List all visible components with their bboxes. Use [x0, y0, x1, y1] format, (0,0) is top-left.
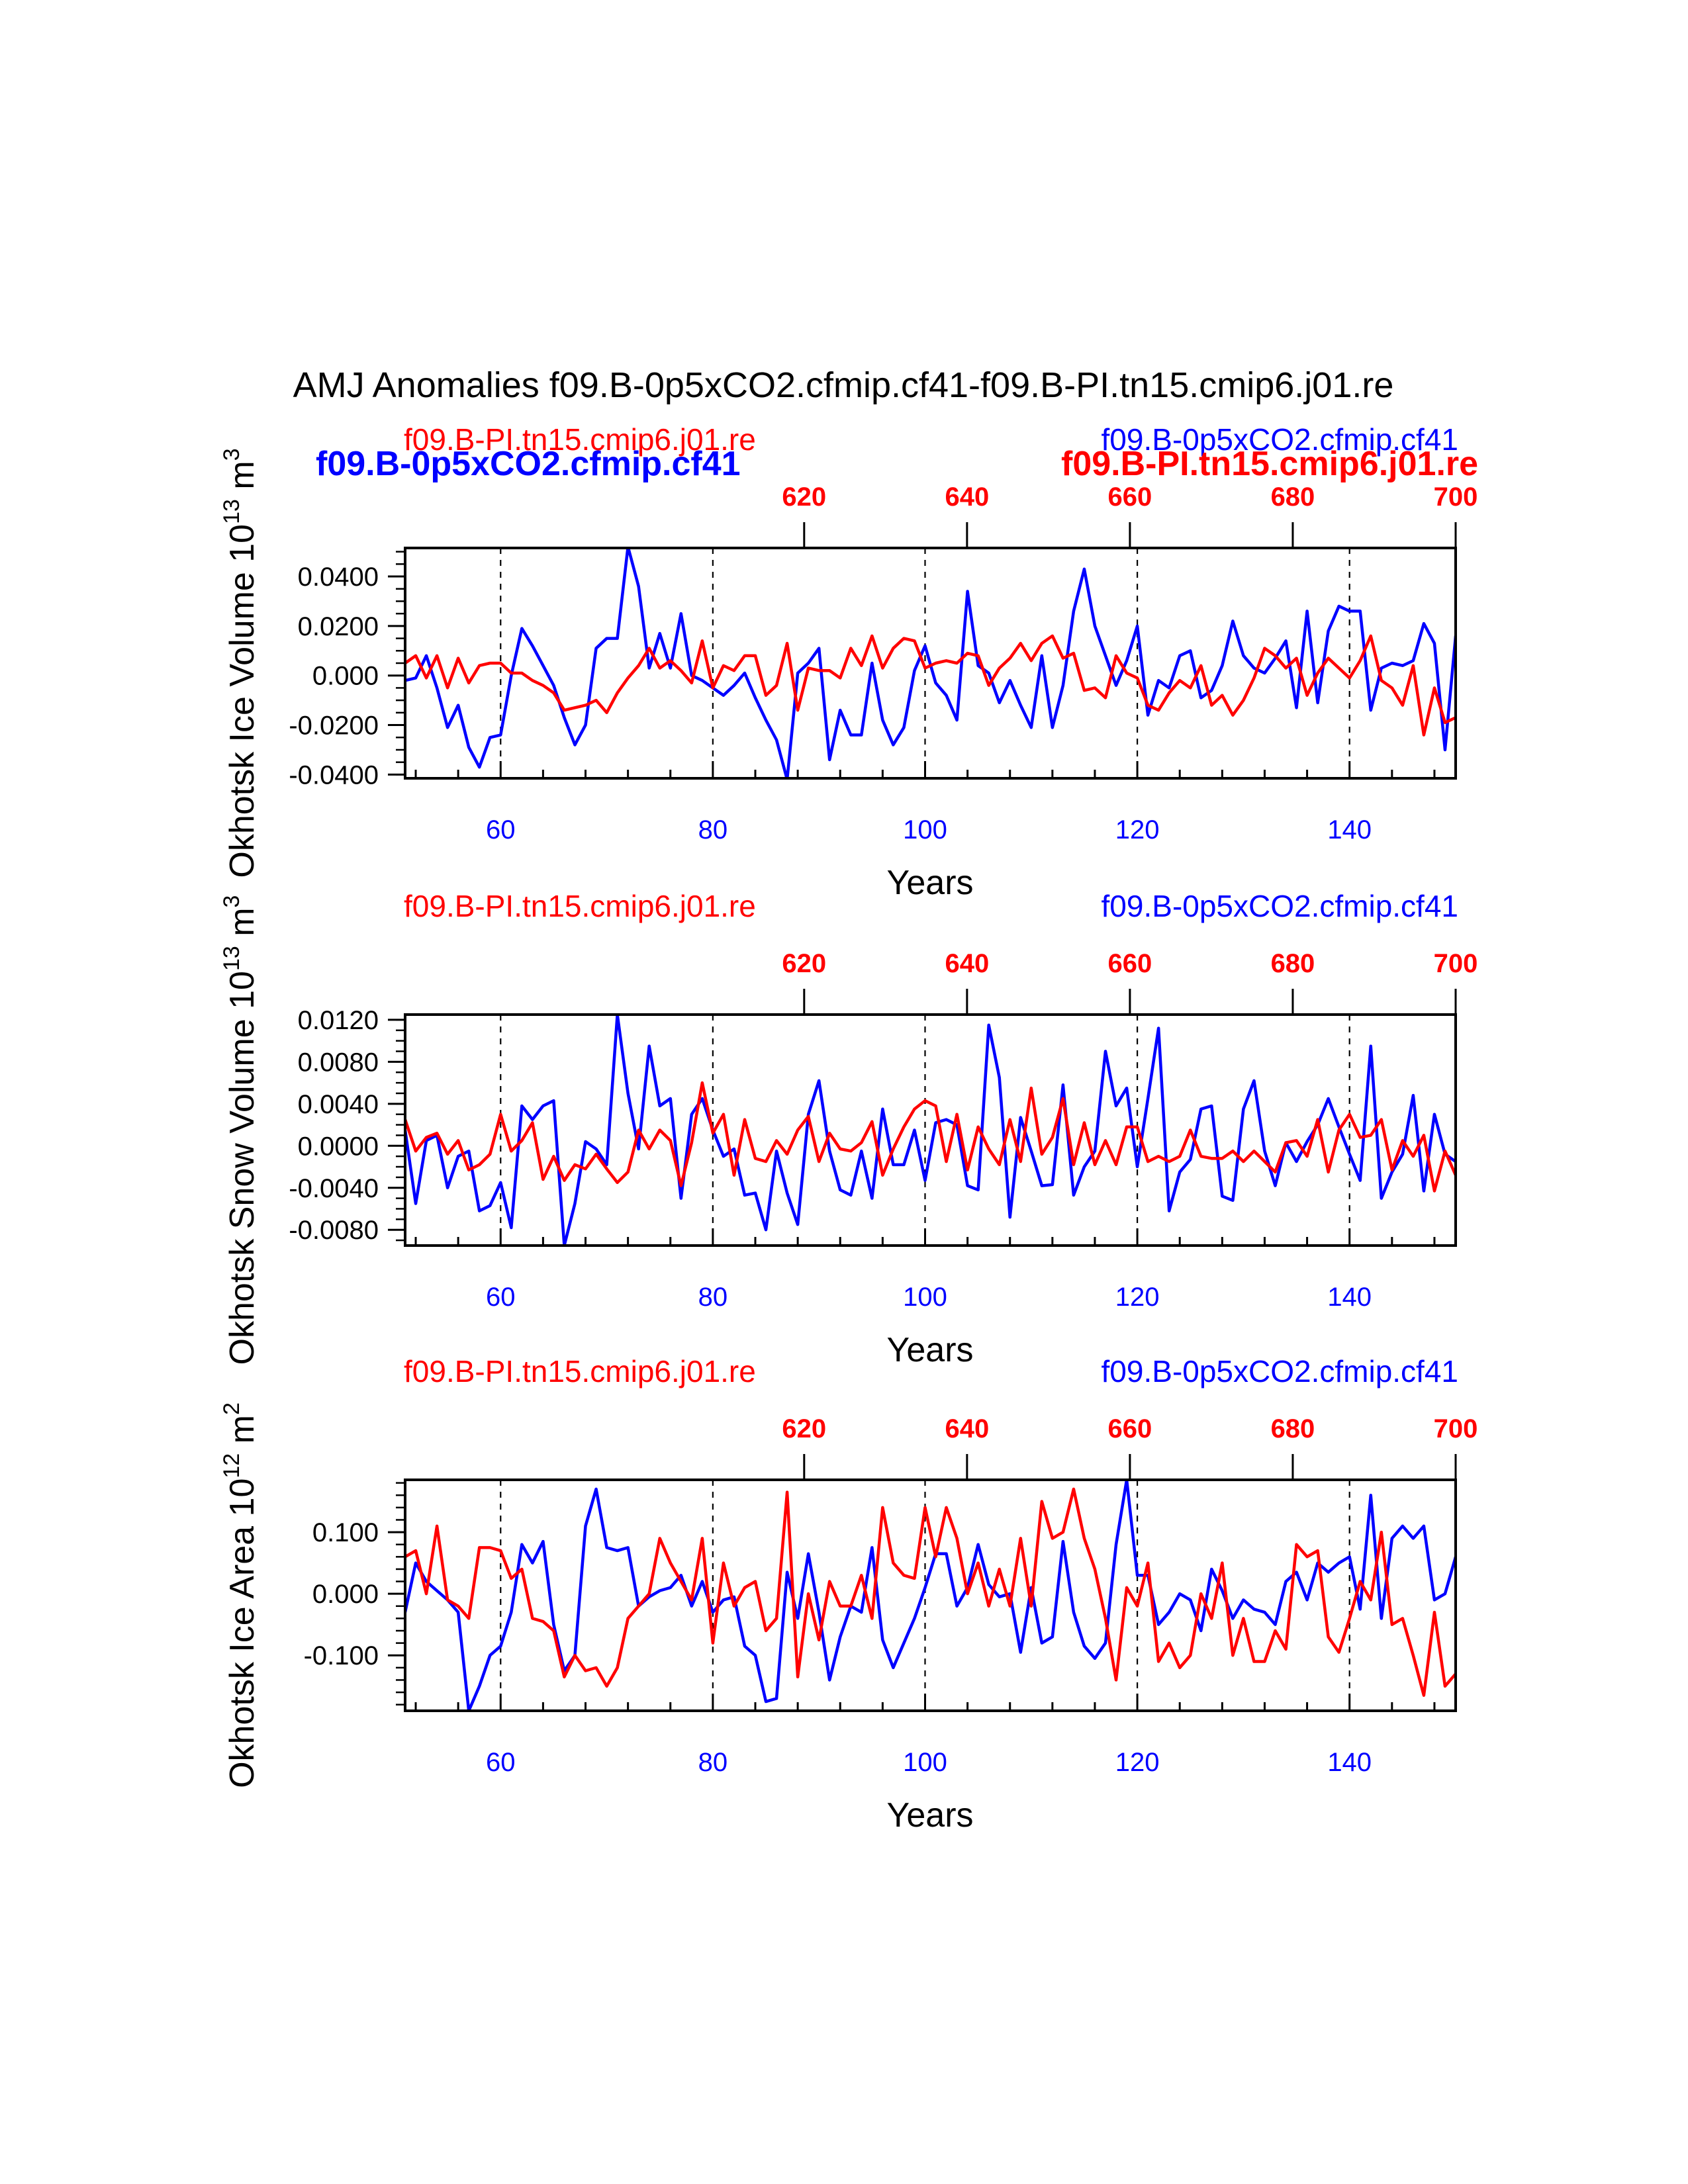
- chart-1-ytick-label-0: -0.0400: [289, 760, 379, 790]
- chart-2-xtick-label-60: 60: [486, 1283, 516, 1312]
- chart-3-top-tick-label-700: 700: [1434, 1414, 1478, 1443]
- chart-3-top-tick-label-660: 660: [1108, 1414, 1152, 1443]
- chart-3-ylabel: Okhotsk Ice Area 1012 m2: [219, 1402, 261, 1788]
- chart-3-top-right-label: f09.B-0p5xCO2.cfmip.cf41: [1102, 1354, 1458, 1388]
- chart-2-ytick-label-2: 0.0000: [298, 1132, 379, 1161]
- chart-1-xtick-label-80: 80: [698, 815, 728, 844]
- chart-3-top-tick-label-680: 680: [1271, 1414, 1315, 1443]
- chart-1-series-ctrl-line: [405, 634, 1456, 737]
- chart-3-ylabel-unit-exp: 2: [219, 1402, 244, 1415]
- chart-1-xtick-label-60: 60: [486, 815, 516, 844]
- chart-1-top-tick-label-700: 700: [1434, 482, 1478, 512]
- chart-1-top-right-label: f09.B-0p5xCO2.cfmip.cf41: [1102, 422, 1458, 457]
- chart-2-top-tick-label-640: 640: [945, 949, 989, 978]
- chart-2-ylabel-exp: 13: [219, 946, 244, 971]
- chart-2-series-ctrl-line: [405, 1081, 1456, 1193]
- chart-2-ytick-label-5: 0.0120: [298, 1006, 379, 1035]
- chart-3-ytick-label-0: -0.100: [304, 1641, 379, 1670]
- chart-1-top-tick-label-680: 680: [1271, 482, 1315, 512]
- chart-2-top-tick-label-660: 660: [1108, 949, 1152, 978]
- chart-3-ytick-label-1: 0.000: [312, 1580, 379, 1609]
- chart-2-top-tick-label-680: 680: [1271, 949, 1315, 978]
- chart-1-top-tick-label-660: 660: [1108, 482, 1152, 512]
- chart-2-ylabel-unit: m: [223, 907, 261, 946]
- chart-2-xtick-label-140: 140: [1327, 1283, 1372, 1312]
- chart-3-xtick-label-140: 140: [1327, 1748, 1372, 1777]
- chart-3-top-tick-label-620: 620: [782, 1414, 826, 1443]
- chart-1-ylabel-unit: m: [223, 461, 261, 499]
- chart-2-top-tick-label-620: 620: [782, 949, 826, 978]
- chart-2-ytick-label-3: 0.0040: [298, 1090, 379, 1119]
- chart-3-ylabel-base: Okhotsk Ice Area 10: [223, 1479, 261, 1788]
- chart-3-xtick-label-80: 80: [698, 1748, 728, 1777]
- chart-2-plot-frame: [404, 1013, 1457, 1247]
- chart-1-top-left-label: f09.B-PI.tn15.cmip6.j01.re: [404, 422, 756, 457]
- figure-title: AMJ Anomalies f09.B-0p5xCO2.cfmip.cf41-f…: [293, 365, 1394, 405]
- chart-1-ylabel-exp: 13: [219, 499, 244, 524]
- chart-2-top-left-label: f09.B-PI.tn15.cmip6.j01.re: [404, 889, 756, 923]
- chart-3-ylabel-exp: 12: [219, 1453, 244, 1479]
- chart-3-plot-frame: [404, 1479, 1457, 1712]
- chart-2-top-right-label: f09.B-0p5xCO2.cfmip.cf41: [1102, 889, 1458, 923]
- chart-3-ylabel-unit: m: [223, 1415, 261, 1453]
- chart-1-top-tick-label-640: 640: [945, 482, 989, 512]
- chart-1-xlabel: Years: [886, 864, 973, 902]
- chart-2-top-tick-label-700: 700: [1434, 949, 1478, 978]
- chart-1-ylabel-base: Okhotsk Ice Volume 10: [223, 524, 261, 878]
- chart-1-xtick-label-100: 100: [903, 815, 947, 844]
- legend-ctrl-label: f09.B-PI.tn15.cmip6.j01.re: [1061, 445, 1478, 483]
- chart-3-top-left-label: f09.B-PI.tn15.cmip6.j01.re: [404, 1354, 756, 1388]
- chart-3-xlabel: Years: [886, 1796, 973, 1835]
- chart-2-ytick-label-4: 0.0080: [298, 1048, 379, 1077]
- chart-2-series-exp-line: [405, 1015, 1456, 1246]
- chart-2-xtick-label-120: 120: [1115, 1283, 1160, 1312]
- chart-2-ylabel-base: Okhotsk Snow Volume 10: [223, 971, 261, 1365]
- chart-2-xtick-label-80: 80: [698, 1283, 728, 1312]
- chart-1-ylabel-unit-exp: 3: [219, 448, 244, 461]
- chart-1-xtick-label-140: 140: [1327, 815, 1372, 844]
- chart-1-xtick-label-120: 120: [1115, 815, 1160, 844]
- chart-2-ylabel: Okhotsk Snow Volume 1013 m3: [219, 895, 261, 1365]
- chart-1-ytick-label-4: 0.0400: [298, 563, 379, 592]
- chart-2-ytick-label-1: -0.0040: [289, 1174, 379, 1203]
- chart-1-ytick-label-3: 0.0200: [298, 612, 379, 641]
- chart-panel-3: 60 80 100 120 140 Years 620 640 660 680 700 f09.B-P…: [219, 1354, 1477, 1835]
- chart-3-series-ctrl-line: [405, 1487, 1456, 1697]
- chart-1-top-tick-label-620: 620: [782, 482, 826, 512]
- chart-3-series-exp-line: [405, 1480, 1456, 1711]
- chart-2-xtick-label-100: 100: [903, 1283, 947, 1312]
- chart-1-ytick-label-1: -0.0200: [289, 711, 379, 741]
- chart-3-xtick-label-120: 120: [1115, 1748, 1160, 1777]
- chart-3-ytick-label-2: 0.100: [312, 1518, 379, 1547]
- chart-3-xtick-label-100: 100: [903, 1748, 947, 1777]
- chart-panel-2: 60 80 100 120 140 Years 620 640 660 680 700 f09.B-P…: [219, 889, 1477, 1369]
- chart-3-top-tick-label-640: 640: [945, 1414, 989, 1443]
- chart-1-ylabel: Okhotsk Ice Volume 1013 m3: [219, 448, 261, 878]
- chart-3-xtick-label-60: 60: [486, 1748, 516, 1777]
- chart-2-ytick-label-0: -0.0080: [289, 1216, 379, 1245]
- chart-2-ylabel-unit-exp: 3: [219, 895, 244, 908]
- chart-2-xlabel: Years: [886, 1331, 973, 1369]
- legend-exp-label: f09.B-0p5xCO2.cfmip.cf41: [316, 445, 741, 483]
- chart-1-ytick-label-2: 0.000: [312, 662, 379, 691]
